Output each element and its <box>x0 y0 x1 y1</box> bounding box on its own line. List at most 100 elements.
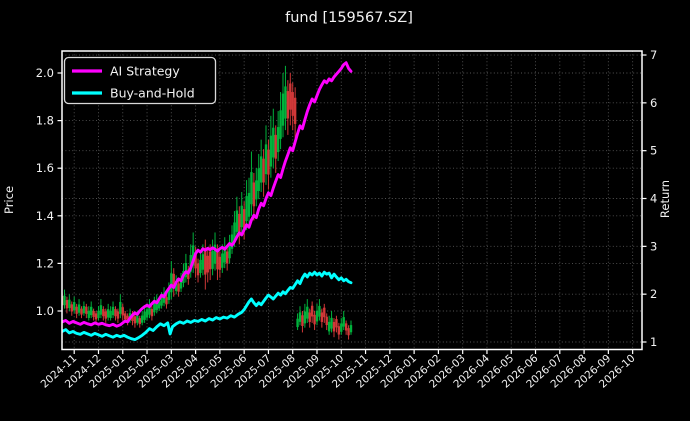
candle-body <box>267 149 270 175</box>
candle-body <box>269 135 273 167</box>
candle-body <box>255 180 258 200</box>
candle-body <box>230 234 234 249</box>
candle-body <box>184 263 188 278</box>
candle-body <box>291 92 294 116</box>
candle-body <box>344 323 348 331</box>
right-tick-label: 5 <box>650 144 657 158</box>
candle-body <box>276 127 280 153</box>
candle-body <box>85 306 88 314</box>
left-tick-label: 1.8 <box>36 114 54 128</box>
candle-body <box>77 304 81 313</box>
candle-body <box>70 304 73 312</box>
candle-body <box>262 158 265 183</box>
chart-title: fund [159567.SZ] <box>285 10 413 26</box>
candle-body <box>145 309 149 318</box>
candle-body <box>75 306 78 314</box>
right-tick-label: 7 <box>650 48 657 62</box>
legend-label-buy-and-hold: Buy-and-Hold <box>110 86 195 101</box>
candle-body <box>235 210 239 232</box>
candles-layer <box>62 65 353 340</box>
candle-body <box>206 255 209 273</box>
candle-body <box>332 321 336 332</box>
candle-body <box>111 306 115 316</box>
right-tick-label: 3 <box>650 239 657 253</box>
candle-body <box>313 314 316 325</box>
candle-body <box>97 310 100 318</box>
candle-body <box>289 83 292 110</box>
candle-body <box>191 245 195 266</box>
candle-body <box>342 317 345 327</box>
right-tick-label: 2 <box>650 287 657 301</box>
candle-body <box>114 309 117 317</box>
candle-body <box>335 319 338 328</box>
candle-body <box>284 86 287 119</box>
candle-body <box>167 289 171 301</box>
candle-body <box>94 313 98 320</box>
candle-body <box>259 156 263 183</box>
candle-body <box>87 310 90 318</box>
candle-body <box>228 243 231 259</box>
candle-body <box>119 301 122 314</box>
candle-body <box>80 308 83 315</box>
candle-body <box>189 255 192 272</box>
candle-body <box>301 315 304 326</box>
candle-body <box>157 301 161 309</box>
candle-body <box>126 315 129 322</box>
candle-body <box>250 172 253 205</box>
candle-body <box>82 306 86 314</box>
candle-body <box>279 110 282 139</box>
candle-body <box>89 306 93 316</box>
candle-body <box>320 312 324 322</box>
candle-body <box>306 306 309 319</box>
candle-body <box>172 273 175 289</box>
candle-body <box>148 305 151 315</box>
series-line-buy-and-hold <box>62 270 353 342</box>
candle-body <box>143 311 146 320</box>
series-line-ai-strategy <box>62 61 353 328</box>
right-tick-label: 6 <box>650 96 657 110</box>
candle-body <box>204 249 207 275</box>
candle-body <box>104 311 107 319</box>
left-tick-label: 2.0 <box>36 66 54 80</box>
left-tick-label: 1.0 <box>36 304 54 318</box>
candle-body <box>318 305 321 317</box>
candle-body <box>298 312 302 322</box>
candle-body <box>160 297 163 306</box>
candle-body <box>325 316 328 326</box>
candle-body <box>327 321 331 332</box>
candle-body <box>247 192 251 217</box>
candle-body <box>303 311 307 324</box>
legend: AI Strategy Buy-and-Hold <box>63 56 217 105</box>
candle-body <box>216 251 219 270</box>
candle-body <box>337 326 341 335</box>
candle-body <box>136 315 139 323</box>
series-layer <box>62 61 353 342</box>
right-axis-label: Return <box>658 180 672 218</box>
candle-body <box>138 318 141 325</box>
candle-body <box>218 256 222 270</box>
candle-body <box>68 299 71 309</box>
candle-body <box>153 302 156 313</box>
candle-body <box>264 144 268 175</box>
candle-body <box>170 273 173 293</box>
candle-body <box>196 263 200 276</box>
candle-body <box>109 310 112 318</box>
candle-body <box>140 315 144 323</box>
candle-body <box>179 279 183 289</box>
candle-body <box>252 182 256 207</box>
candle-body <box>194 252 197 269</box>
candle-body <box>121 307 124 316</box>
candle-body <box>349 325 353 333</box>
candle-body <box>286 91 290 119</box>
candle-body <box>274 134 277 159</box>
candle-body <box>63 295 66 306</box>
legend-label-ai-strategy: AI Strategy <box>110 64 180 79</box>
candle-body <box>102 309 105 317</box>
candle-body <box>310 305 314 317</box>
candle-body <box>123 313 127 320</box>
candle-body <box>281 93 285 126</box>
candle-body <box>240 205 243 228</box>
candle-body <box>177 283 180 292</box>
